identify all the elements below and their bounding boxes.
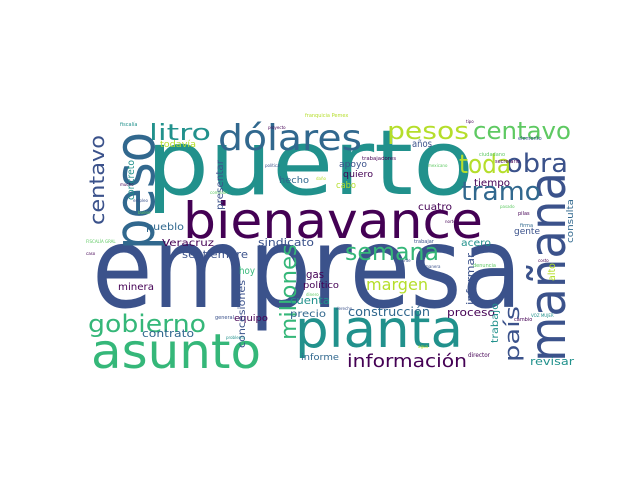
word-quiero: quiero: [343, 170, 374, 180]
word-anos: años: [412, 139, 432, 150]
word-sindicato: sindicato: [258, 236, 314, 249]
word-apoyo: apoyo: [339, 160, 367, 170]
word-norte: norte: [445, 219, 456, 224]
word-septiembre: septiembre: [182, 248, 248, 261]
word-dinero: dinero: [306, 292, 319, 297]
word-hecho: hecho: [279, 176, 310, 186]
word-denuncia: denuncia: [473, 263, 496, 269]
word-fiscalia: fiscalía: [120, 121, 137, 128]
word-contrato: contrato: [142, 327, 194, 340]
word-fiscalia-gral: FISCALÍA GRAL: [86, 239, 116, 244]
word-mexicano: mexicano: [428, 163, 448, 168]
word-presentar-vertical: presentar: [215, 159, 226, 210]
word-hoy: hoy: [239, 266, 255, 277]
word-centavo-top: centavo: [473, 117, 571, 145]
word-informar-vertical: informar: [464, 252, 477, 305]
word-pilas: pilas: [518, 211, 530, 217]
word-dolares: dólares: [218, 118, 362, 159]
word-firma: firma: [520, 223, 533, 229]
word-asunto: asunto: [91, 324, 261, 380]
word-dano: daño: [316, 176, 327, 181]
word-acero: acero: [461, 238, 491, 249]
word-peso-vertical: peso: [103, 132, 168, 250]
word-problema: problema: [226, 335, 246, 340]
word-minera: minera: [118, 282, 154, 293]
word-derecho: derecho: [336, 306, 353, 311]
word-pasado: pasado: [500, 204, 515, 209]
word-bienavance: bienavance: [183, 192, 483, 250]
word-voz-mujer: VOZ MUJER: [531, 313, 554, 318]
word-tarde: tarde: [400, 258, 411, 263]
word-centavo-vertical: centavo: [85, 135, 109, 225]
word-elemento: elemento: [518, 136, 542, 142]
word-precio: precio: [290, 309, 326, 320]
word-mucho: mucho: [120, 182, 134, 187]
word-franquicia: franquicia Pemex: [305, 113, 348, 119]
word-manera: manera: [425, 264, 441, 269]
word-ciudadano: ciudadano: [479, 152, 505, 158]
word-margen: margen: [366, 275, 428, 294]
word-trabajar: trabajar: [414, 239, 435, 245]
word-informe: informe: [301, 353, 339, 363]
word-gobierno: gobierno: [88, 310, 206, 338]
word-bueno: bueno: [138, 210, 151, 215]
word-cuatro: cuatro: [418, 202, 452, 213]
word-director: director: [468, 352, 490, 359]
word-trabajadores: trabajadores: [362, 156, 396, 162]
word-concesiones-vertical: concesiones: [237, 280, 248, 348]
word-costo: costo: [538, 258, 549, 263]
word-construccion: construcción: [348, 305, 430, 319]
word-toda: toda: [459, 150, 511, 180]
word-litro: litro: [149, 121, 211, 146]
word-empleo: empleo: [133, 198, 148, 203]
word-revisar: revisar: [530, 355, 575, 368]
word-gente: gente: [514, 227, 540, 237]
word-secretario: secretario: [495, 159, 520, 165]
word-comision: comisión: [210, 190, 228, 195]
word-pueblo: pueblo: [146, 222, 184, 233]
word-cabo: cabo: [336, 181, 356, 191]
word-informacion: información: [347, 351, 467, 372]
word-planta: planta: [295, 300, 463, 360]
word-tramo: tramo: [461, 177, 541, 207]
word-consulta-vertical: consulta: [566, 199, 576, 243]
word-concreto-vertical: concreto: [126, 160, 137, 200]
word-equipo: equipo: [234, 314, 269, 324]
word-semana: semana: [345, 238, 439, 266]
word-proyecto: proyecto: [268, 125, 286, 130]
word-alto-vertical: alto: [547, 263, 558, 281]
word-gas: gas: [306, 268, 324, 281]
word-cuenta: cuenta: [290, 294, 330, 307]
word-tiempo: tiempo: [474, 178, 510, 189]
word-todavia: todavía: [160, 140, 196, 150]
word-cambio: cambio: [514, 317, 532, 323]
word-millones-vertical: millones: [277, 244, 302, 340]
word-obra: obra: [506, 149, 568, 179]
word-empresa: empresa: [92, 204, 522, 334]
word-pais-vertical: país: [500, 306, 524, 362]
word-pesos: pesos: [387, 117, 469, 145]
word-trabajo-vertical: trabajo: [490, 303, 501, 343]
word-manana-vertical: mañana: [519, 172, 577, 362]
word-politica: política: [265, 163, 280, 168]
word-agua: agua: [418, 344, 429, 349]
word-proceso: proceso: [447, 306, 495, 319]
word-tipo: tipo: [466, 119, 474, 124]
word-veracruz: Veracruz: [162, 238, 214, 249]
word-politico: político: [303, 281, 340, 291]
word-general: general: [215, 315, 234, 321]
word-caso: caso: [86, 251, 96, 256]
word-puerto: puerto: [146, 111, 474, 216]
